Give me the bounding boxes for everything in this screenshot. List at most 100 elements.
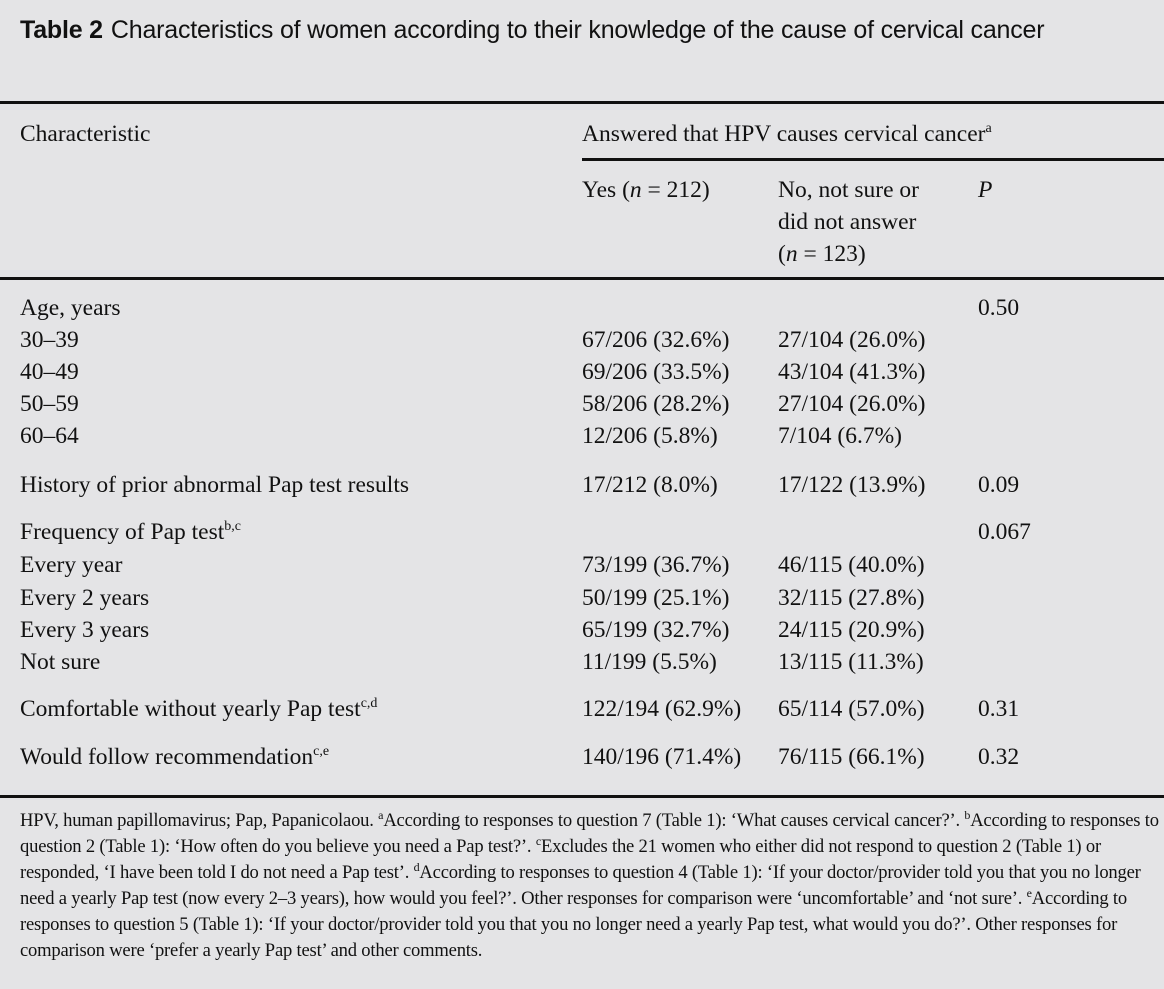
cell-no-text: 7/104 (6.7%) [778, 423, 903, 449]
footnote-b: According to responses to question 2 (Ta… [20, 810, 1159, 857]
header-rule [0, 277, 1164, 280]
cell-label-text: Age, years [20, 295, 121, 321]
cell-label-text: 30–39 [20, 327, 79, 353]
cell-yes-text: 58/206 (28.2%) [582, 391, 730, 417]
header-no-line1: No, not sure or [778, 177, 919, 203]
cell-no: 46/115 (40.0%) [778, 549, 925, 581]
cell-no-text: 17/122 (13.9%) [778, 472, 926, 498]
cell-yes: 69/206 (33.5%) [582, 356, 730, 388]
cell-no: 13/115 (11.3%) [778, 646, 924, 678]
header-yes: Yes (n = 212) [582, 177, 710, 203]
footnote-e: According to responses to question 5 (Ta… [20, 888, 1127, 961]
cell-label: Every 3 years [20, 614, 149, 646]
cell-yes-text: 12/206 (5.8%) [582, 423, 718, 449]
cell-yes: 50/199 (25.1%) [582, 582, 730, 614]
header-spanner-text: Answered that HPV causes cervical cancer [582, 121, 986, 147]
cell-p: 0.067 [978, 516, 1031, 548]
footnote-mark: b,c [224, 519, 241, 534]
cell-label: Would follow recommendationc,e [20, 741, 329, 773]
cell-label: Every year [20, 549, 122, 581]
table-caption: Characteristics of women according to th… [110, 16, 1045, 44]
header-no-line2: did not answer [778, 209, 917, 235]
cell-no: 32/115 (27.8%) [778, 582, 925, 614]
footnote-abbrev: HPV, human papillomavirus; Pap, Papanico… [20, 810, 374, 831]
cell-no: 7/104 (6.7%) [778, 420, 902, 452]
cell-p-text: 0.32 [978, 744, 1020, 770]
cell-yes-text: 73/199 (36.7%) [582, 552, 730, 578]
cell-label-text: Every 2 years [20, 585, 150, 611]
cell-no: 27/104 (26.0%) [778, 388, 926, 420]
cell-label: 30–39 [20, 324, 79, 356]
cell-yes: 73/199 (36.7%) [582, 549, 730, 581]
cell-label: Age, years [20, 292, 120, 324]
cell-label: History of prior abnormal Pap test resul… [20, 469, 409, 501]
footnote-mark: c,d [360, 696, 378, 711]
cell-yes: 17/212 (8.0%) [582, 469, 718, 501]
cell-label-text: Would follow recommendation [20, 744, 314, 770]
bottom-rule [0, 795, 1164, 798]
cell-yes-text: 122/194 (62.9%) [582, 696, 742, 722]
cell-no: 43/104 (41.3%) [778, 356, 926, 388]
cell-no-text: 24/115 (20.9%) [778, 617, 925, 643]
cell-label-text: Frequency of Pap test [20, 519, 225, 545]
cell-label: Not sure [20, 646, 100, 678]
cell-yes-text: 50/199 (25.1%) [582, 585, 730, 611]
header-p: P [978, 177, 993, 203]
cell-p-text: 0.31 [978, 696, 1020, 722]
cell-label-text: 40–49 [20, 359, 79, 385]
cell-label: 60–64 [20, 420, 79, 452]
header-no-line3: (n = 123) [778, 241, 866, 267]
table-footnotes: HPV, human papillomavirus; Pap, Papanico… [20, 808, 1160, 964]
cell-yes: 140/196 (71.4%) [582, 741, 741, 773]
cell-label-text: 60–64 [20, 423, 79, 449]
table-label: Table 2 [20, 16, 103, 44]
footnote-mark: b [964, 808, 971, 822]
top-rule [0, 101, 1164, 104]
footnote-mark: c [535, 834, 541, 848]
footnote-a: According to responses to question 7 (Ta… [383, 810, 960, 831]
cell-label-text: Not sure [20, 649, 101, 675]
cell-no-text: 13/115 (11.3%) [778, 649, 924, 675]
spanner-rule [582, 158, 1164, 161]
cell-label: 50–59 [20, 388, 79, 420]
footnote-c: Excludes the 21 women who either did not… [20, 836, 1101, 883]
cell-no-text: 27/104 (26.0%) [778, 327, 926, 353]
cell-no: 27/104 (26.0%) [778, 324, 926, 356]
cell-p: 0.32 [978, 741, 1019, 773]
cell-no: 17/122 (13.9%) [778, 469, 926, 501]
cell-p: 0.31 [978, 693, 1019, 725]
cell-yes-text: 11/199 (5.5%) [582, 649, 717, 675]
cell-label-text: Every year [20, 552, 123, 578]
cell-yes-text: 67/206 (32.6%) [582, 327, 730, 353]
cell-yes: 122/194 (62.9%) [582, 693, 741, 725]
footnote-mark: e [1026, 886, 1032, 900]
cell-yes: 11/199 (5.5%) [582, 646, 717, 678]
cell-no: 76/115 (66.1%) [778, 741, 925, 773]
cell-p-text: 0.067 [978, 519, 1031, 545]
header-no: No, not sure or did not answer (n = 123) [778, 174, 919, 270]
footnote-mark: a [378, 808, 384, 822]
cell-no-text: 32/115 (27.8%) [778, 585, 925, 611]
cell-yes-text: 65/199 (32.7%) [582, 617, 730, 643]
cell-no-text: 76/115 (66.1%) [778, 744, 925, 770]
footnote-mark: a [985, 121, 992, 136]
cell-yes-text: 69/206 (33.5%) [582, 359, 730, 385]
cell-p: 0.50 [978, 292, 1019, 324]
footnote-mark: d [413, 860, 420, 874]
cell-yes: 67/206 (32.6%) [582, 324, 730, 356]
cell-label-text: 50–59 [20, 391, 79, 417]
cell-no-text: 46/115 (40.0%) [778, 552, 925, 578]
cell-p-text: 0.09 [978, 472, 1020, 498]
header-characteristic: Characteristic [20, 121, 151, 147]
table-title: Table 2 Characteristics of women accordin… [20, 14, 1150, 46]
cell-p-text: 0.50 [978, 295, 1020, 321]
cell-no: 65/114 (57.0%) [778, 693, 925, 725]
cell-yes: 58/206 (28.2%) [582, 388, 730, 420]
cell-label-text: Comfortable without yearly Pap test [20, 696, 361, 722]
cell-label: Frequency of Pap testb,c [20, 516, 241, 548]
cell-p: 0.09 [978, 469, 1019, 501]
cell-yes: 65/199 (32.7%) [582, 614, 730, 646]
cell-label: 40–49 [20, 356, 79, 388]
cell-label-text: History of prior abnormal Pap test resul… [20, 472, 409, 498]
cell-label: Every 2 years [20, 582, 149, 614]
